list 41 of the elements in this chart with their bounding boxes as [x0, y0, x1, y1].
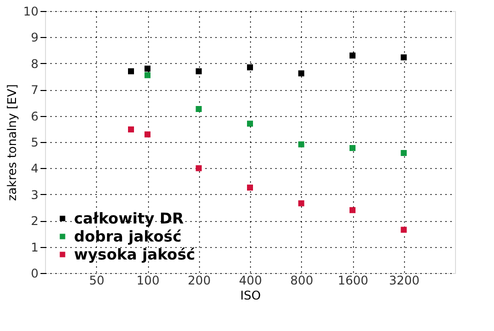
y-tick-label: 6 [30, 109, 38, 124]
y-tick-label: 4 [30, 162, 38, 176]
x-tick-label: 100 [136, 274, 160, 288]
x-tick-label: 400 [239, 274, 262, 288]
point [247, 64, 253, 70]
y-tick-label: 1 [30, 240, 38, 254]
y-tick-label: 0 [30, 266, 38, 280]
y-tick-label: 3 [30, 188, 38, 202]
point [350, 52, 356, 59]
point [400, 54, 407, 60]
x-tick-label: 1600 [338, 274, 368, 288]
legend-label: wysoka jakość [74, 246, 196, 264]
point [144, 131, 150, 138]
x-tick-label: 800 [290, 274, 314, 288]
y-tick-label: 5 [30, 136, 38, 150]
point [247, 120, 253, 127]
point [144, 66, 150, 72]
y-axis-title: zakres tonalny [EV] [5, 84, 20, 201]
y-tick-label: 8 [30, 56, 38, 71]
point [196, 68, 202, 74]
legend-label: całkowity DR [74, 210, 184, 228]
y-tick-label: 7 [30, 83, 38, 98]
point [196, 165, 202, 172]
point [247, 184, 253, 191]
point [298, 141, 304, 148]
point [298, 70, 304, 76]
point [400, 226, 407, 233]
point [298, 200, 304, 206]
x-tick-label: 50 [89, 274, 104, 288]
y-tick-label: 9 [30, 30, 38, 45]
point [196, 106, 202, 112]
point [144, 72, 150, 78]
point [400, 150, 407, 156]
point [350, 207, 356, 214]
y-tick-label: 2 [30, 214, 38, 228]
y-tick-label: 10 [23, 4, 38, 18]
point [350, 145, 356, 152]
x-tick-label: 3200 [388, 274, 420, 288]
x-axis-title: ISO [240, 288, 261, 302]
legend-label: dobra jakość [74, 228, 182, 246]
x-tick-label: 200 [188, 274, 211, 288]
